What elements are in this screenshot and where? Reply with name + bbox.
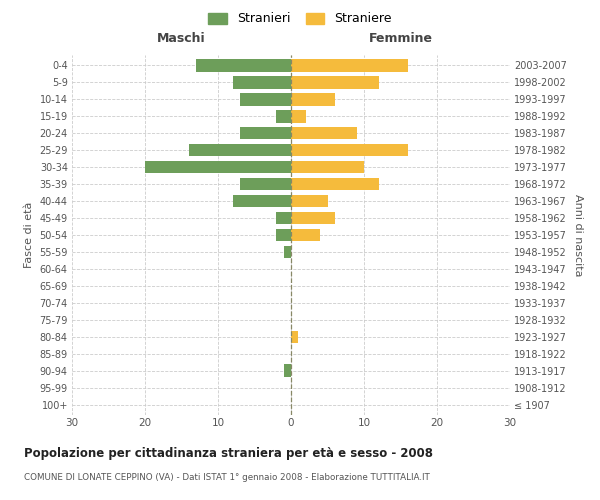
Text: Femmine: Femmine <box>368 32 433 45</box>
Bar <box>291 194 328 207</box>
Bar <box>145 160 291 173</box>
Y-axis label: Fasce di età: Fasce di età <box>24 202 34 268</box>
Bar <box>233 194 291 207</box>
Bar <box>291 228 320 241</box>
Bar <box>291 160 364 173</box>
Bar <box>240 126 291 140</box>
Bar <box>284 364 291 377</box>
Bar <box>291 212 335 224</box>
Bar <box>284 246 291 258</box>
Bar <box>277 228 291 241</box>
Bar <box>291 93 335 106</box>
Bar <box>291 330 298 344</box>
Bar <box>189 144 291 156</box>
Bar <box>196 59 291 72</box>
Y-axis label: Anni di nascita: Anni di nascita <box>572 194 583 276</box>
Text: Popolazione per cittadinanza straniera per età e sesso - 2008: Popolazione per cittadinanza straniera p… <box>24 448 433 460</box>
Bar <box>277 110 291 122</box>
Bar <box>233 76 291 88</box>
Bar <box>277 212 291 224</box>
Bar <box>240 178 291 190</box>
Bar <box>291 76 379 88</box>
Bar <box>291 126 356 140</box>
Legend: Stranieri, Straniere: Stranieri, Straniere <box>205 8 395 29</box>
Bar <box>291 144 408 156</box>
Text: COMUNE DI LONATE CEPPINO (VA) - Dati ISTAT 1° gennaio 2008 - Elaborazione TUTTIT: COMUNE DI LONATE CEPPINO (VA) - Dati IST… <box>24 472 430 482</box>
Bar <box>291 178 379 190</box>
Bar <box>291 59 408 72</box>
Text: Maschi: Maschi <box>157 32 206 45</box>
Bar <box>291 110 305 122</box>
Bar <box>240 93 291 106</box>
